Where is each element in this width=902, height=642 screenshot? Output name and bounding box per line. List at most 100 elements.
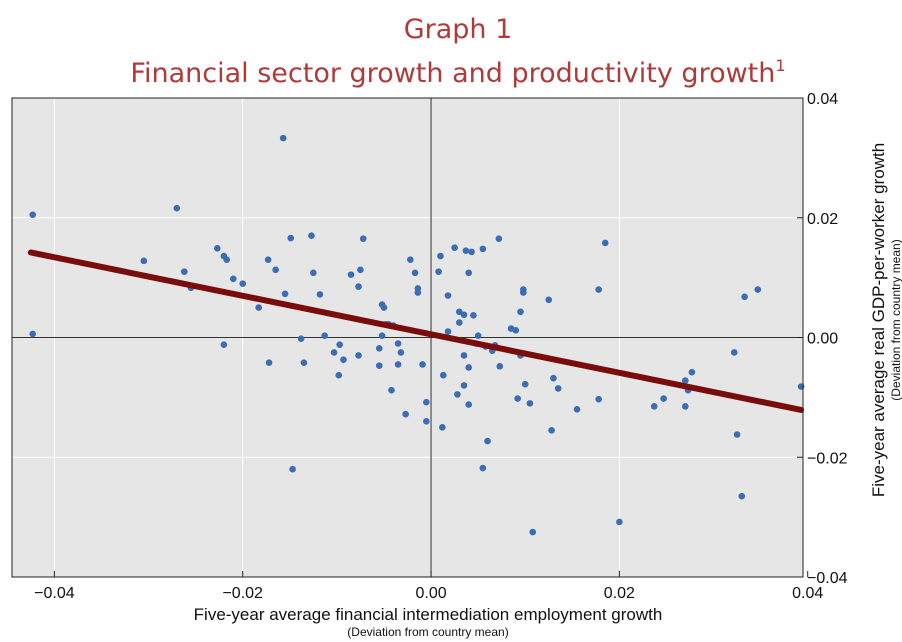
data-point: [239, 280, 247, 287]
data-point: [394, 340, 402, 347]
data-point: [681, 377, 689, 384]
data-point: [289, 465, 296, 473]
y-axis-note: (Deviation from country mean): [889, 239, 902, 400]
data-point: [287, 234, 295, 242]
data-point: [375, 362, 383, 369]
data-point: [229, 275, 237, 283]
data-point: [281, 290, 289, 298]
data-point: [330, 349, 338, 356]
data-point: [29, 330, 37, 338]
data-point: [181, 268, 188, 275]
x-axis-note: (Deviation from country mean): [347, 625, 508, 639]
data-point: [517, 308, 524, 316]
y-tick-label: 0.04: [807, 91, 838, 108]
data-point: [550, 374, 557, 382]
data-point: [460, 382, 468, 389]
data-point: [423, 398, 430, 406]
data-point: [733, 431, 741, 438]
data-point: [388, 386, 395, 394]
x-tick-label: 0.04: [792, 585, 823, 602]
data-point: [616, 518, 623, 526]
data-point: [335, 371, 343, 379]
data-point: [423, 418, 430, 425]
zero-lines: [12, 98, 803, 577]
data-point: [455, 308, 463, 316]
regression-line: [27, 249, 805, 413]
y-tick-label: −0.04: [807, 570, 848, 587]
data-point: [411, 269, 419, 277]
data-point: [470, 312, 477, 319]
y-tick-label: 0.02: [807, 211, 838, 228]
y-axis-label: Five-year average real GDP-per-worker gr…: [869, 143, 888, 497]
data-point: [495, 235, 503, 243]
data-point: [455, 319, 463, 326]
data-point: [375, 344, 383, 352]
data-points: [29, 134, 805, 536]
chart-title: Graph 1: [404, 14, 513, 45]
x-axis-ticks: −0.04 −0.02 0.00 0.02 0.04: [34, 571, 823, 602]
data-point: [601, 239, 609, 247]
y-axis-ticks: −0.04 −0.02 0.00 0.02 0.04: [797, 91, 848, 587]
data-point: [29, 211, 37, 219]
data-point: [310, 269, 317, 277]
data-point: [321, 332, 328, 340]
data-point: [378, 332, 386, 340]
data-point: [444, 328, 452, 335]
data-point: [264, 256, 272, 263]
data-point: [595, 286, 602, 293]
data-point: [316, 291, 324, 298]
data-point: [474, 332, 482, 340]
data-point: [419, 361, 426, 368]
x-axis-label: Five-year average financial intermediati…: [194, 605, 663, 624]
data-point: [451, 244, 458, 251]
data-point: [347, 271, 355, 278]
data-point: [357, 266, 364, 274]
chart-subtitle-superscript: 1: [775, 56, 785, 75]
data-point: [462, 247, 470, 254]
data-point: [394, 361, 402, 368]
data-point: [681, 403, 689, 410]
data-point: [738, 492, 746, 500]
data-point: [380, 304, 388, 311]
data-point: [660, 395, 667, 402]
data-point: [435, 268, 442, 275]
x-tick-label: 0.02: [604, 585, 635, 602]
data-point: [554, 385, 562, 392]
data-point: [529, 528, 537, 536]
data-point: [754, 286, 762, 293]
data-point: [595, 395, 602, 403]
data-point: [526, 400, 534, 407]
data-point: [479, 464, 487, 472]
data-point: [521, 380, 529, 388]
data-point: [336, 341, 344, 348]
data-point: [468, 248, 475, 256]
data-point: [460, 352, 468, 359]
data-point: [484, 437, 491, 445]
data-point: [213, 244, 221, 252]
data-point: [272, 266, 279, 274]
data-point: [465, 364, 473, 371]
y-tick-label: −0.02: [807, 450, 848, 467]
data-point: [545, 296, 553, 304]
data-point: [520, 289, 527, 296]
data-point: [512, 327, 520, 334]
x-tick-label: 0.00: [415, 585, 446, 602]
chart-subtitle: Financial sector growth and productivity…: [130, 56, 785, 89]
data-point: [355, 283, 362, 290]
x-tick-label: −0.02: [222, 585, 263, 602]
data-point: [407, 256, 414, 263]
data-point: [439, 424, 446, 431]
chart-subtitle-text: Financial sector growth and productivity…: [130, 58, 775, 89]
data-point: [730, 349, 738, 356]
data-point: [688, 368, 696, 376]
data-point: [465, 401, 473, 408]
data-point: [173, 204, 181, 212]
data-point: [479, 245, 487, 253]
data-point: [359, 235, 367, 243]
data-point: [444, 292, 452, 299]
data-point: [308, 232, 315, 240]
data-point: [255, 304, 263, 311]
data-point: [454, 391, 461, 398]
data-point: [741, 293, 748, 301]
